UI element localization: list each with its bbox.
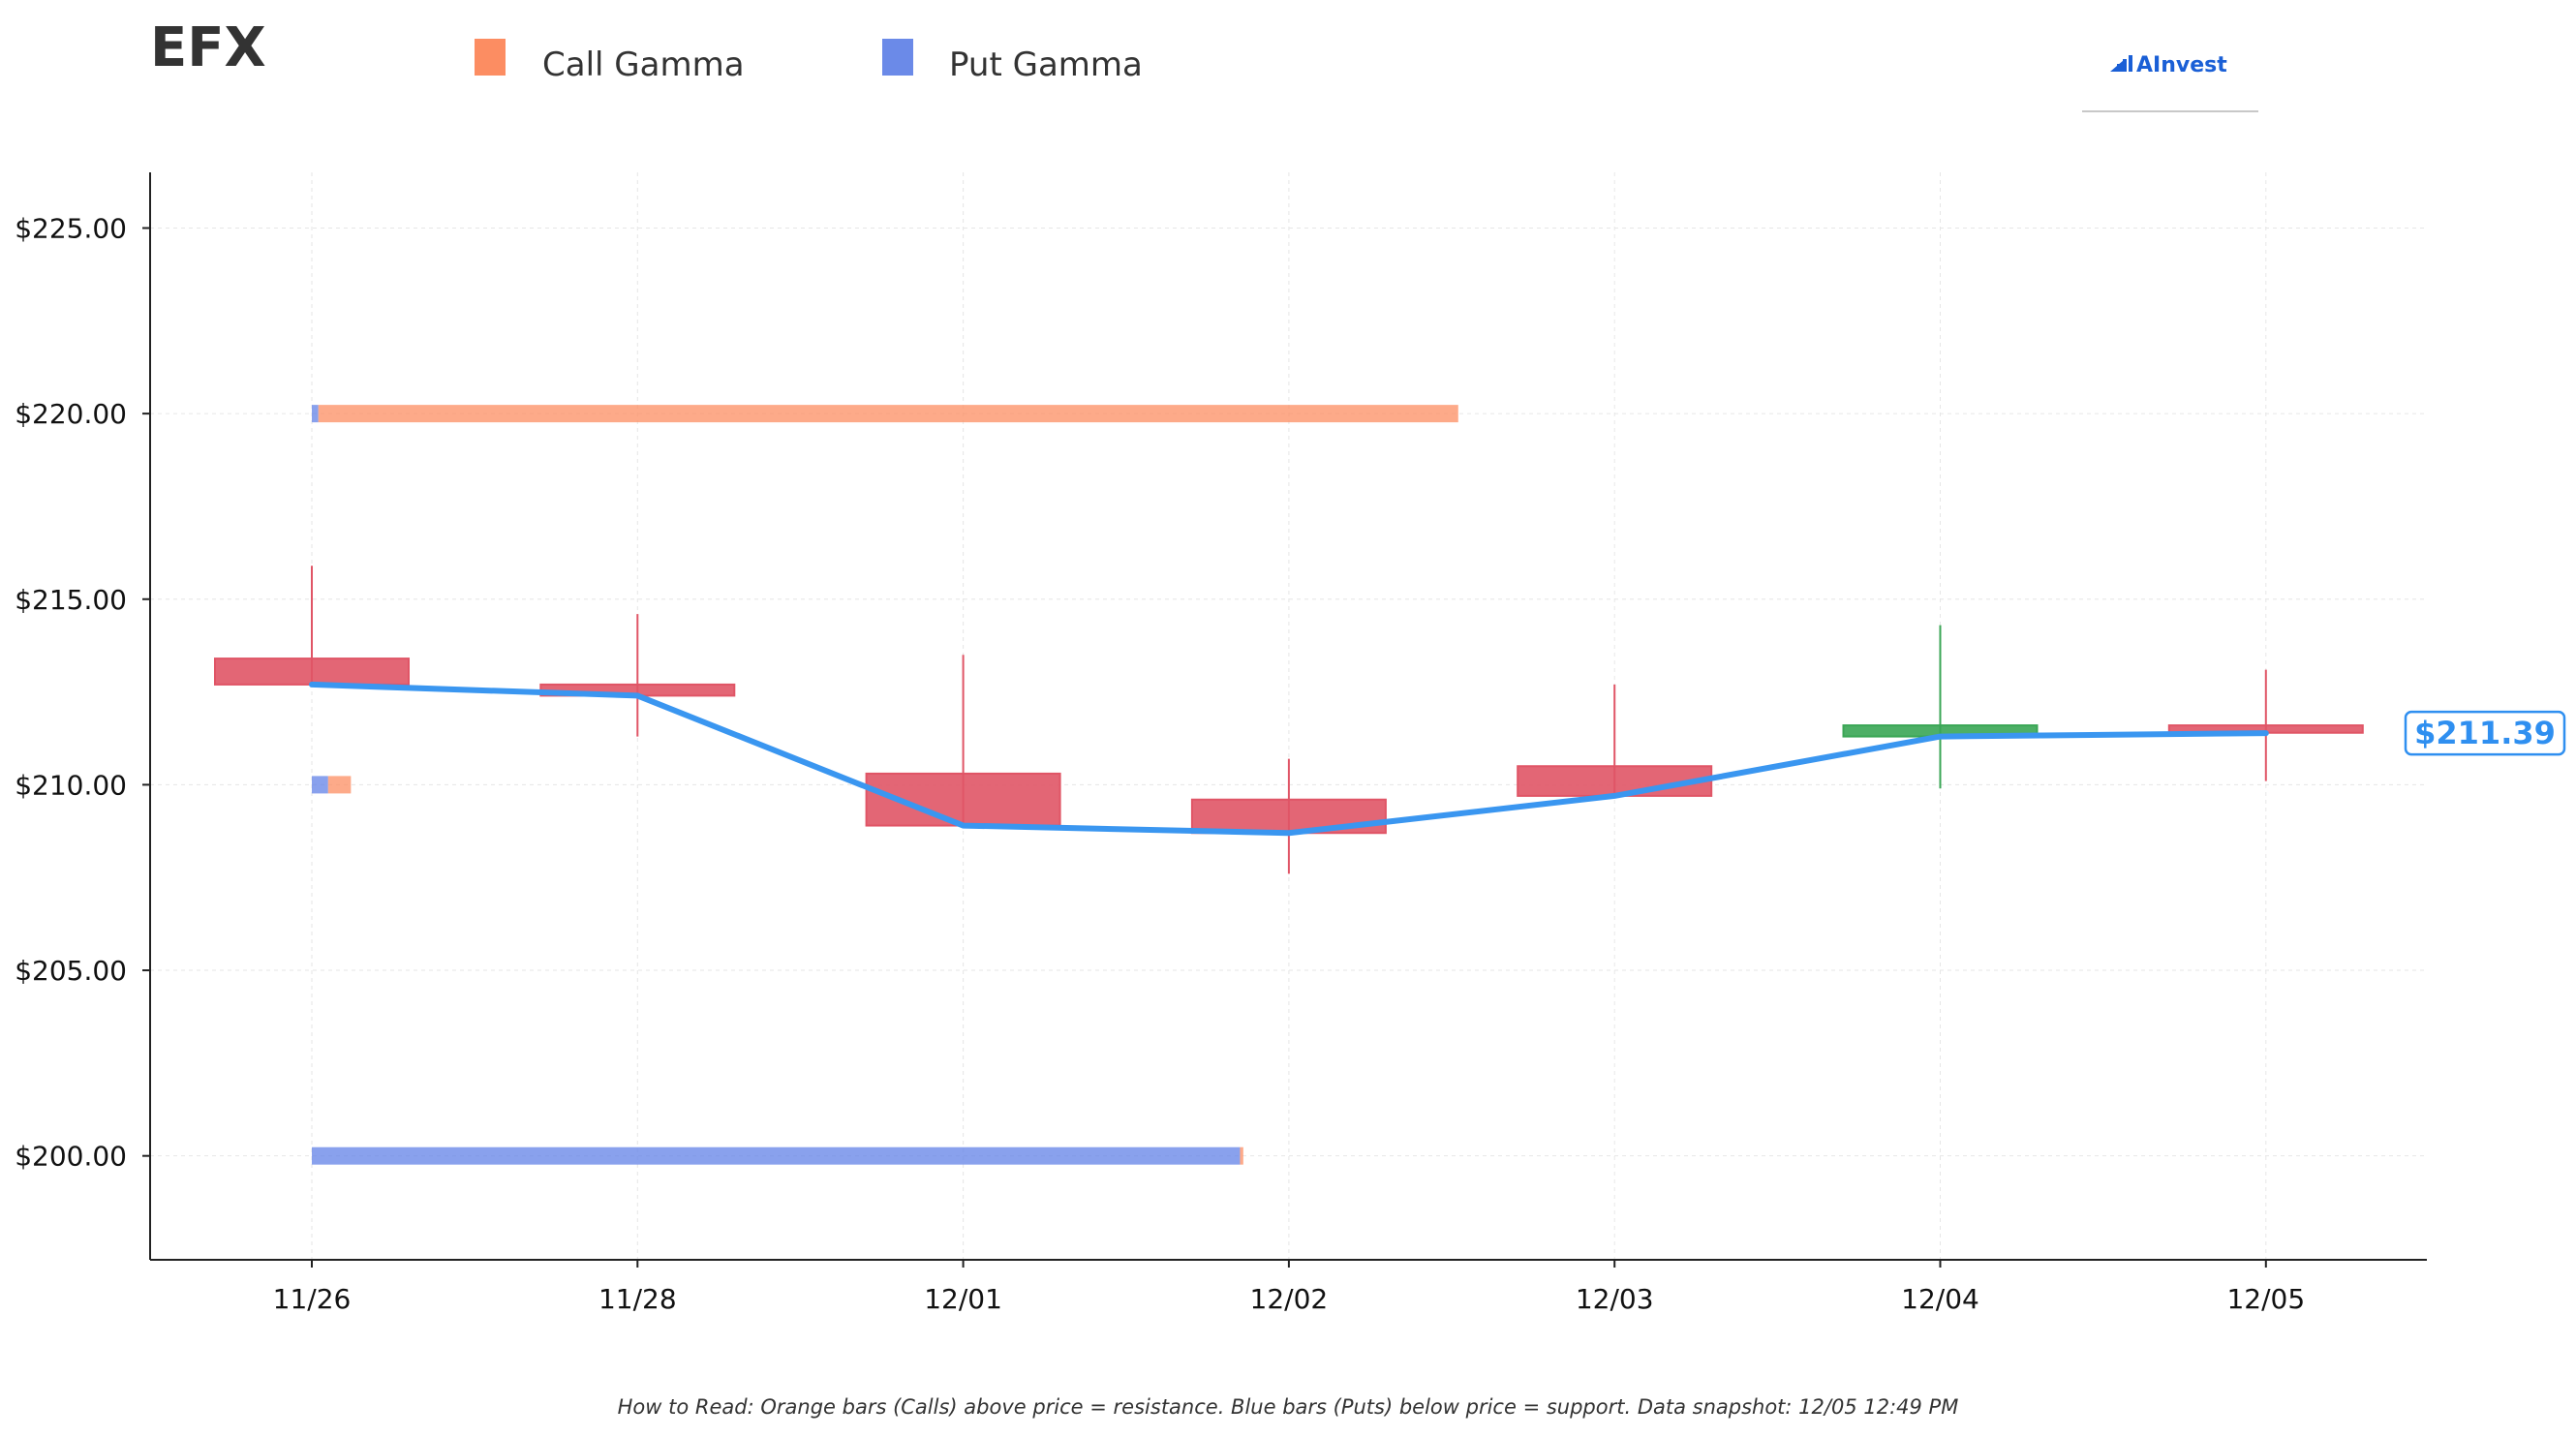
y-tick-label: $200.00 <box>15 1141 127 1173</box>
x-tick-label: 12/01 <box>924 1283 1002 1315</box>
y-tick-label: $210.00 <box>15 769 127 801</box>
x-tick-label: 11/26 <box>273 1283 352 1315</box>
legend: Call Gamma Put Gamma <box>475 39 1143 84</box>
x-tick-label: 12/05 <box>2226 1283 2305 1315</box>
x-axis-ticks: 11/26 11/28 12/01 12/02 12/03 12/04 12/05 <box>273 1260 2305 1315</box>
legend-put-swatch <box>882 39 913 76</box>
put-gamma-bar <box>312 776 328 794</box>
price-line <box>309 681 2269 837</box>
y-tick-label: $215.00 <box>15 584 127 616</box>
footnote: How to Read: Orange bars (Calls) above p… <box>618 1395 1959 1419</box>
logo-text: AInvest <box>2136 53 2227 77</box>
y-tick-label: $225.00 <box>15 212 127 244</box>
x-tick-label: 12/02 <box>1250 1283 1329 1315</box>
put-gamma-bar <box>312 405 319 423</box>
price-line-group <box>309 681 2269 837</box>
x-tick-label: 12/04 <box>1901 1283 1979 1315</box>
y-tick-label: $205.00 <box>15 955 127 987</box>
candle-body <box>1517 765 1713 797</box>
candle-body <box>214 657 410 686</box>
chart-bars-icon <box>2110 55 2132 72</box>
legend-call-label: Call Gamma <box>542 46 745 84</box>
call-gamma-bar <box>318 405 1458 423</box>
call-gamma-bar <box>327 776 352 794</box>
grid-lines <box>150 172 2427 1260</box>
y-axis-ticks: $200.00 $205.00 $210.00 $215.00 $220.00 $225.… <box>15 212 150 1173</box>
ainvest-logo[interactable]: AInvest <box>2082 53 2258 112</box>
current-price-label: $211.39 <box>2414 715 2556 751</box>
y-tick-label: $220.00 <box>15 398 127 430</box>
legend-call-swatch <box>475 39 506 76</box>
x-tick-label: 12/03 <box>1576 1283 1654 1315</box>
candlesticks <box>214 566 2364 874</box>
call-gamma-bar <box>1240 1147 1243 1165</box>
put-gamma-bar <box>312 1147 1241 1165</box>
gamma-bars <box>312 405 1458 1165</box>
current-price-tag: $211.39 <box>2404 710 2566 756</box>
current-price-box <box>2404 710 2566 756</box>
x-tick-label: 11/28 <box>598 1283 677 1315</box>
ticker-title: EFX <box>150 16 266 79</box>
legend-put-label: Put Gamma <box>949 46 1143 84</box>
